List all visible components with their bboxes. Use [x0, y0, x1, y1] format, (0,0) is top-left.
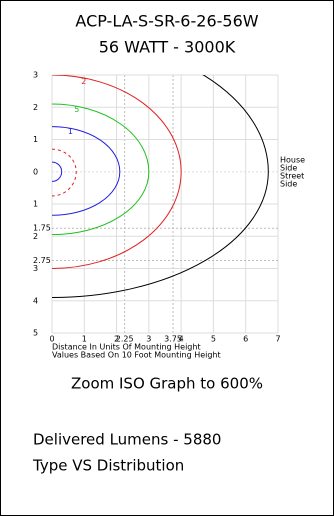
side-label: Side — [280, 180, 297, 189]
x-tick-label: 3.75 — [164, 335, 182, 344]
x-tick-label: 0 — [49, 335, 54, 344]
note: Zoom ISO Graph to 600% — [71, 375, 263, 393]
x-axis-label: Distance In Units Of Mounting Height — [52, 343, 201, 352]
y-tick-label: 2 — [33, 103, 38, 112]
x-tick-label: 5 — [211, 335, 216, 344]
x-axis-label: Values Based On 10 Foot Mounting Height — [52, 351, 221, 360]
iso-contour — [52, 103, 150, 236]
iso-contour — [52, 75, 182, 269]
y-tick-label: 0 — [33, 167, 38, 176]
y-tick-label: 1.75 — [33, 224, 51, 233]
side-label: House — [280, 156, 305, 165]
y-tick-label: 3 — [33, 264, 38, 273]
x-tick-label: 2.25 — [116, 335, 134, 344]
x-tick-label: 2 — [114, 335, 119, 344]
title: ACP-LA-S-SR-6-26-56W — [75, 12, 258, 31]
y-tick-label: 5 — [33, 329, 38, 338]
note: Delivered Lumens - 5880 — [33, 431, 221, 449]
x-tick-label: 4 — [179, 335, 184, 344]
y-tick-label: 4 — [33, 296, 38, 305]
iso-contour — [52, 75, 269, 299]
y-tick-label: 2 — [33, 232, 38, 241]
contour-label: 2 — [81, 77, 86, 86]
x-tick-label: 6 — [243, 335, 248, 344]
y-tick-label: 3 — [33, 71, 38, 80]
contour-label: 5 — [74, 105, 79, 114]
y-tick-label: 1 — [33, 200, 38, 209]
y-tick-label: 2.75 — [33, 256, 51, 265]
x-tick-label: 7 — [275, 335, 280, 344]
y-tick-label: 1 — [33, 135, 38, 144]
note: Type VS Distribution — [32, 457, 184, 475]
side-label: Side — [280, 164, 297, 173]
contours — [52, 75, 269, 299]
iso-contour — [52, 148, 77, 197]
subtitle: 56 WATT - 3000K — [99, 38, 236, 57]
iso-contour — [52, 126, 121, 216]
x-tick-label: 3 — [146, 335, 151, 344]
x-tick-label: 1 — [82, 335, 87, 344]
side-label: Street — [280, 172, 304, 181]
contour-label: 1 — [68, 127, 73, 136]
iso-contour — [52, 161, 63, 182]
